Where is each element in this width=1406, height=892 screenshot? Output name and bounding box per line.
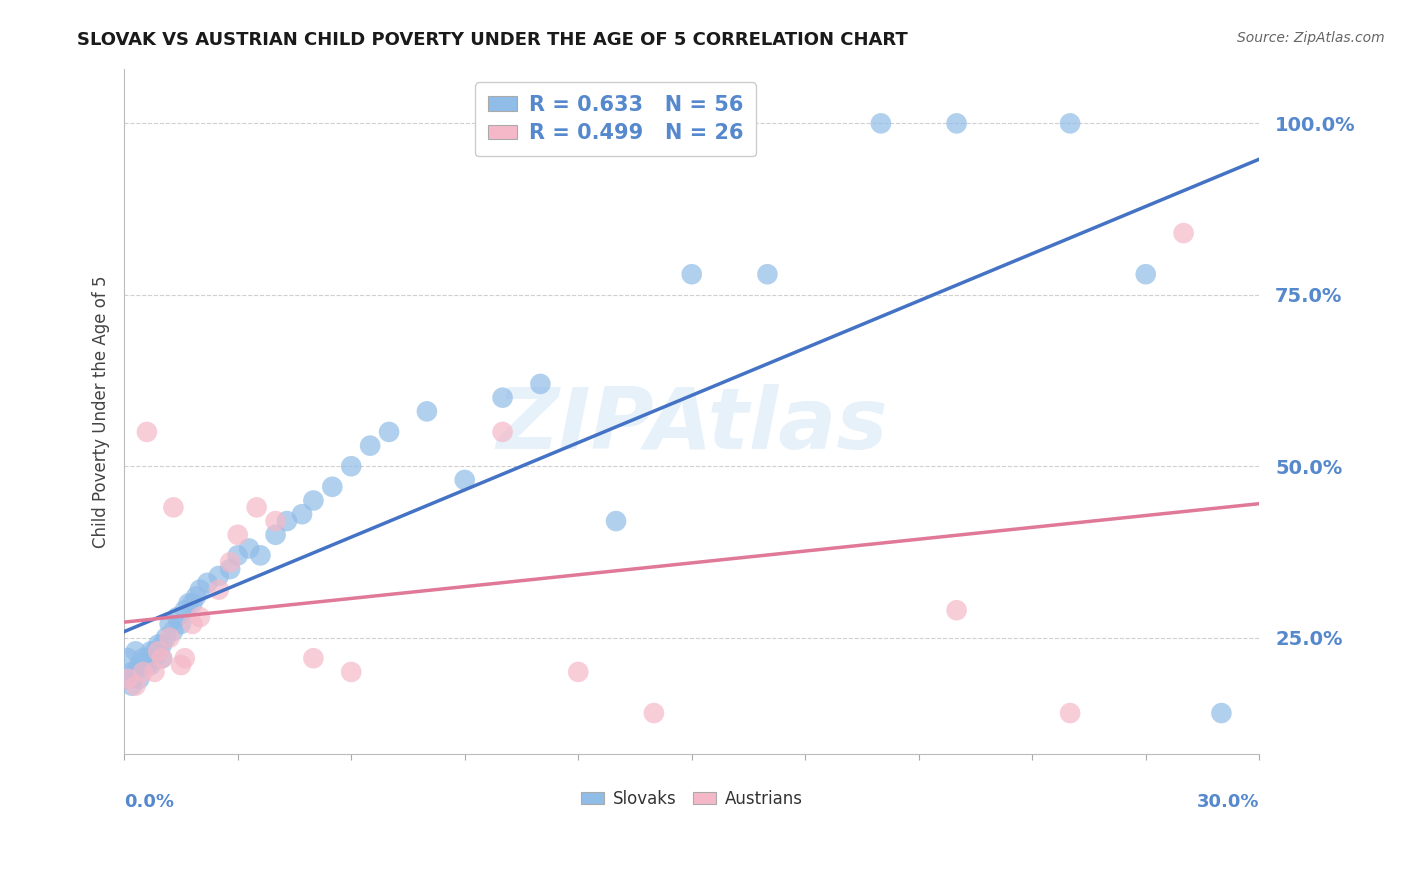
Point	[264, 528, 287, 542]
Point	[643, 706, 665, 720]
Point	[148, 644, 170, 658]
Point	[219, 562, 242, 576]
Point	[340, 459, 363, 474]
Point	[162, 624, 184, 638]
Point	[181, 616, 204, 631]
Point	[291, 507, 314, 521]
Point	[219, 555, 242, 569]
Point	[150, 651, 173, 665]
Point	[238, 541, 260, 556]
Point	[150, 651, 173, 665]
Point	[188, 610, 211, 624]
Point	[491, 391, 513, 405]
Point	[143, 665, 166, 679]
Point	[276, 514, 298, 528]
Point	[1211, 706, 1233, 720]
Point	[121, 679, 143, 693]
Point	[491, 425, 513, 439]
Point	[124, 679, 146, 693]
Point	[302, 493, 325, 508]
Point	[378, 425, 401, 439]
Point	[1135, 267, 1157, 281]
Point	[132, 651, 155, 665]
Point	[117, 672, 139, 686]
Point	[177, 596, 200, 610]
Point	[124, 644, 146, 658]
Point	[226, 549, 249, 563]
Point	[148, 644, 170, 658]
Point	[945, 603, 967, 617]
Point	[359, 439, 381, 453]
Point	[529, 376, 551, 391]
Point	[1059, 116, 1081, 130]
Text: Source: ZipAtlas.com: Source: ZipAtlas.com	[1237, 31, 1385, 45]
Point	[121, 665, 143, 679]
Point	[128, 658, 150, 673]
Point	[226, 528, 249, 542]
Point	[184, 590, 207, 604]
Point	[124, 665, 146, 679]
Point	[162, 500, 184, 515]
Point	[148, 638, 170, 652]
Point	[870, 116, 893, 130]
Point	[128, 672, 150, 686]
Point	[454, 473, 477, 487]
Text: SLOVAK VS AUSTRIAN CHILD POVERTY UNDER THE AGE OF 5 CORRELATION CHART: SLOVAK VS AUSTRIAN CHILD POVERTY UNDER T…	[77, 31, 908, 49]
Point	[139, 658, 162, 673]
Point	[756, 267, 779, 281]
Legend: Slovaks, Austrians: Slovaks, Austrians	[574, 783, 810, 814]
Point	[605, 514, 627, 528]
Point	[132, 665, 155, 679]
Point	[264, 514, 287, 528]
Y-axis label: Child Poverty Under the Age of 5: Child Poverty Under the Age of 5	[93, 275, 110, 548]
Point	[117, 651, 139, 665]
Point	[139, 644, 162, 658]
Point	[135, 425, 157, 439]
Point	[132, 658, 155, 673]
Point	[150, 638, 173, 652]
Point	[159, 616, 181, 631]
Point	[173, 651, 195, 665]
Point	[340, 665, 363, 679]
Point	[170, 658, 193, 673]
Point	[246, 500, 269, 515]
Text: 30.0%: 30.0%	[1197, 793, 1260, 811]
Point	[197, 575, 219, 590]
Point	[117, 672, 139, 686]
Point	[208, 582, 231, 597]
Point	[945, 116, 967, 130]
Point	[188, 582, 211, 597]
Point	[143, 651, 166, 665]
Point	[321, 480, 343, 494]
Text: 0.0%: 0.0%	[124, 793, 174, 811]
Point	[416, 404, 439, 418]
Point	[567, 665, 589, 679]
Point	[135, 658, 157, 673]
Point	[143, 644, 166, 658]
Point	[135, 651, 157, 665]
Point	[173, 603, 195, 617]
Point	[170, 616, 193, 631]
Point	[208, 569, 231, 583]
Point	[1059, 706, 1081, 720]
Point	[249, 549, 271, 563]
Text: ZIPAtlas: ZIPAtlas	[496, 384, 887, 467]
Point	[166, 610, 188, 624]
Point	[681, 267, 703, 281]
Point	[181, 596, 204, 610]
Point	[302, 651, 325, 665]
Point	[1173, 226, 1195, 240]
Point	[155, 631, 177, 645]
Point	[159, 631, 181, 645]
